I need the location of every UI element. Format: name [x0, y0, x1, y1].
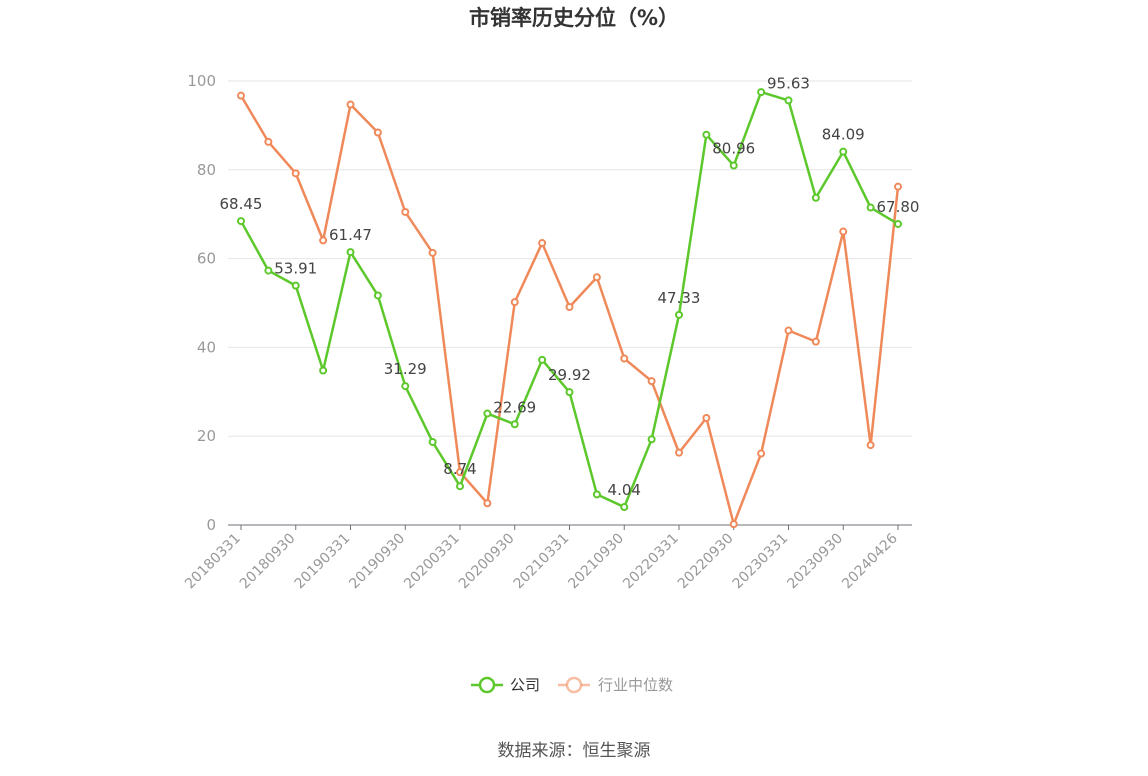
x-tick-label: 20210930: [565, 531, 627, 593]
source-note: 数据来源：恒生聚源: [498, 741, 651, 761]
data-point-0: [620, 503, 629, 512]
x-tick-label: 20240426: [839, 530, 901, 592]
data-point-1: [456, 468, 464, 477]
data-point-1: [784, 326, 793, 335]
data-label: 95.63: [767, 74, 810, 92]
x-tick-label: 20220930: [675, 531, 737, 593]
data-point-0: [729, 161, 738, 170]
x-tick-label: 20180930: [237, 531, 299, 593]
data-point-0: [592, 490, 601, 499]
data-point-1: [757, 449, 766, 458]
data-label-layer: 68.45 53.91 61.47 31.29 8.74 22.69 29.92 4.04 47…: [220, 74, 920, 499]
data-label: 4.04: [608, 481, 641, 499]
data-point-1: [483, 499, 492, 508]
data-label: 47.33: [658, 289, 701, 307]
data-point-1: [428, 248, 437, 257]
data-point-0: [237, 217, 245, 226]
data-point-1: [319, 236, 328, 245]
data-point-1: [675, 448, 683, 457]
data-point-0: [428, 437, 437, 446]
data-point-0: [319, 366, 328, 375]
data-point-0: [401, 382, 410, 391]
legend-marker-0: [478, 676, 496, 694]
data-point-0: [483, 409, 492, 418]
data-point-1: [565, 302, 574, 311]
data-point-0: [784, 96, 793, 105]
x-tick-label: 20220331: [620, 531, 682, 593]
data-point-0: [702, 130, 711, 139]
series-layer: [237, 88, 902, 529]
y-tick-label: 0: [206, 516, 216, 534]
data-label: 80.96: [712, 140, 755, 158]
data-point-0: [538, 355, 547, 364]
data-label: 67.80: [877, 198, 920, 216]
data-point-0: [510, 420, 519, 429]
x-tick-label: 20200930: [456, 531, 518, 593]
legend-marker-1: [565, 676, 583, 694]
legend-label-1: 行业中位数: [598, 676, 673, 694]
data-label: 61.47: [329, 226, 372, 244]
x-tick-label: 20230930: [784, 531, 846, 593]
data-point-0: [373, 291, 382, 300]
x-tick-label: 20190331: [292, 531, 354, 593]
data-point-0: [565, 388, 574, 397]
data-point-1: [647, 377, 656, 386]
legend-label-0: 公司: [510, 676, 540, 694]
data-point-0: [811, 193, 820, 202]
data-label: 53.91: [274, 260, 317, 278]
data-point-1: [510, 298, 519, 307]
data-label: 8.74: [443, 460, 476, 478]
data-label: 22.69: [493, 398, 536, 416]
data-point-1: [729, 520, 738, 529]
y-tick-label: 100: [187, 72, 216, 90]
data-label: 29.92: [548, 366, 591, 384]
data-label: 84.09: [822, 126, 865, 144]
x-tick-label: 20230331: [730, 531, 792, 593]
data-point-0: [647, 435, 656, 444]
y-tick-label: 60: [197, 250, 216, 268]
data-point-1: [538, 239, 547, 248]
data-point-0: [866, 203, 875, 212]
data-point-0: [757, 88, 766, 97]
data-point-0: [346, 248, 355, 257]
y-tick-label: 80: [197, 161, 216, 179]
data-point-1: [702, 413, 711, 422]
data-point-1: [264, 137, 273, 146]
data-point-1: [291, 169, 300, 178]
data-point-1: [592, 273, 601, 282]
y-tick-label: 40: [197, 338, 216, 356]
data-point-0: [291, 281, 300, 290]
data-point-0: [894, 219, 902, 228]
legend: 公司 行业中位数: [471, 676, 673, 694]
data-point-1: [346, 100, 355, 109]
data-point-1: [373, 128, 382, 137]
data-point-0: [675, 310, 683, 319]
data-point-1: [237, 91, 245, 100]
grid-layer: [228, 80, 912, 437]
x-tick-label: 20210331: [511, 531, 573, 593]
data-point-1: [839, 227, 848, 236]
data-point-0: [264, 266, 273, 275]
data-point-0: [456, 482, 464, 491]
data-point-1: [620, 354, 629, 363]
data-label: 31.29: [384, 360, 427, 378]
x-tick-label: 20190930: [346, 531, 408, 593]
x-tick-label: 20200331: [401, 531, 463, 593]
data-point-1: [811, 337, 820, 346]
x-tick-label: 20180331: [182, 531, 244, 593]
data-point-0: [839, 147, 848, 156]
chart-title: 市销率历史分位（%）: [469, 6, 679, 30]
data-point-1: [401, 207, 410, 216]
data-point-1: [866, 441, 875, 450]
data-point-1: [894, 182, 902, 191]
data-label: 68.45: [220, 195, 263, 213]
y-tick-label: 20: [197, 427, 216, 445]
